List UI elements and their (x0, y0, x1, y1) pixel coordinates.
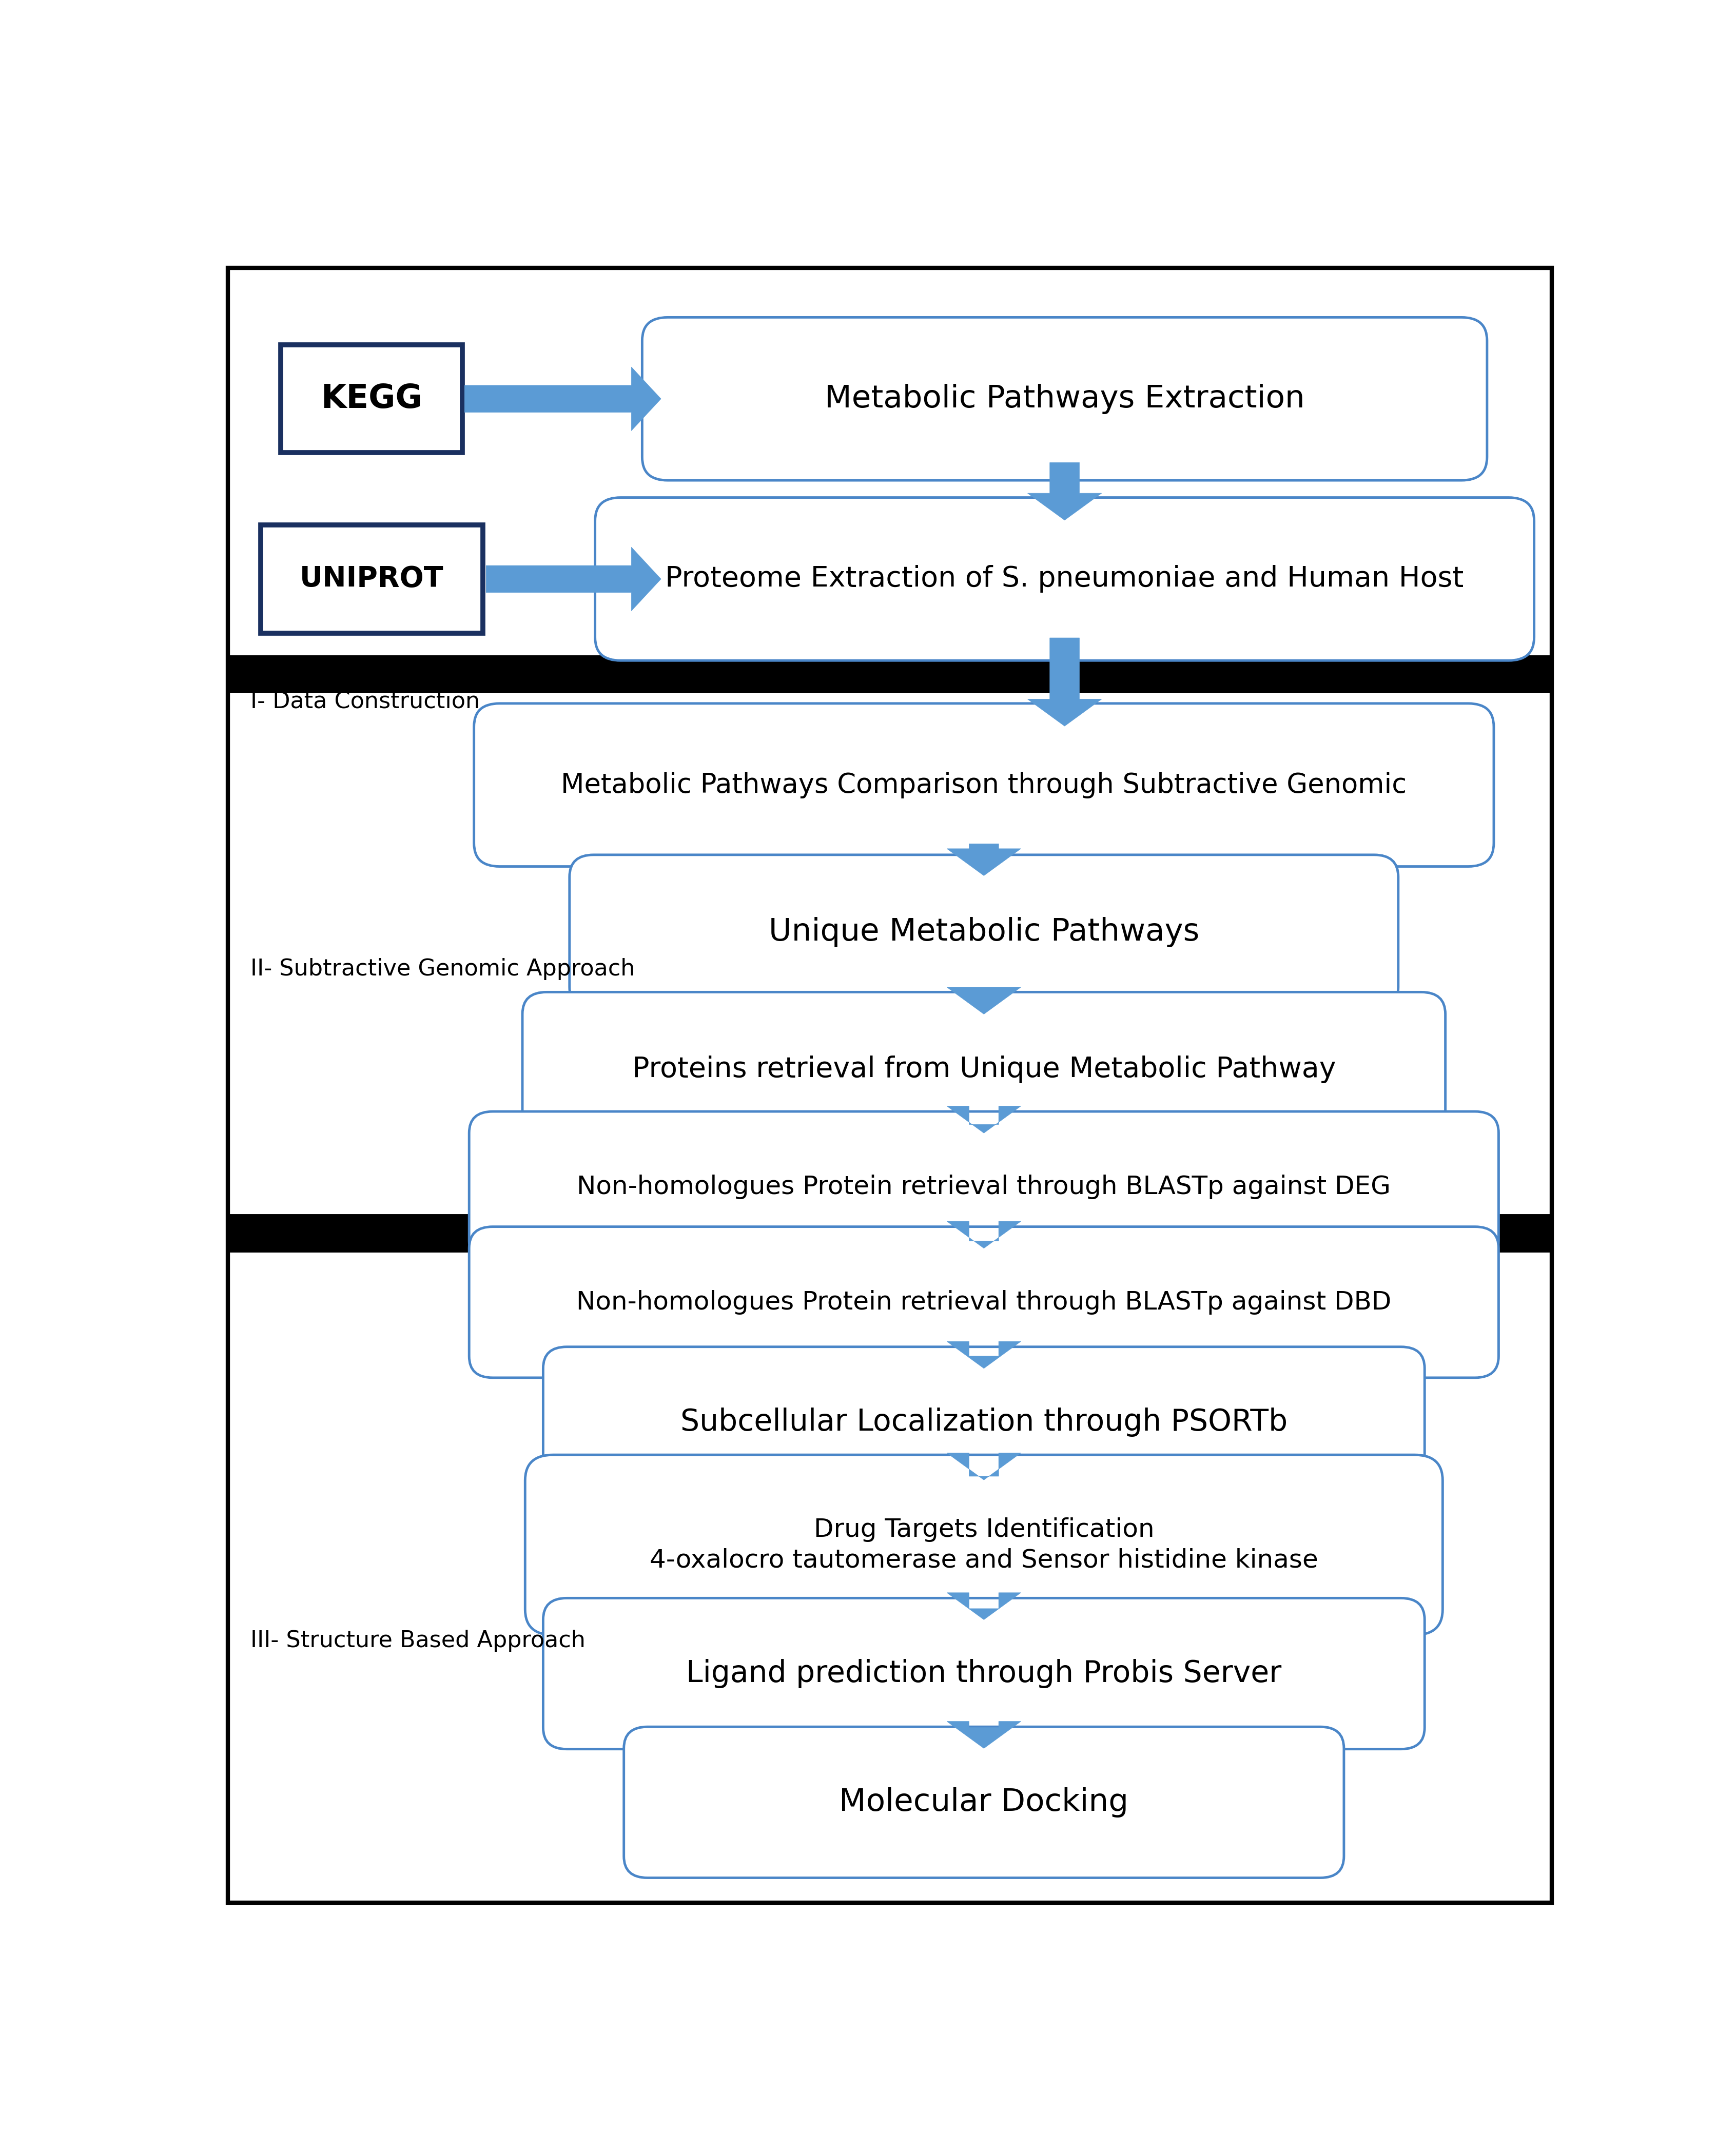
Polygon shape (946, 1107, 1021, 1133)
Text: Ligand prediction through Probis Server: Ligand prediction through Probis Server (686, 1659, 1281, 1689)
Text: III- Structure Based Approach: III- Structure Based Approach (250, 1629, 585, 1653)
Bar (281, 344, 462, 453)
FancyBboxPatch shape (524, 1455, 1443, 1635)
Polygon shape (946, 1221, 1021, 1249)
FancyBboxPatch shape (569, 855, 1397, 1010)
Text: Subcellular Localization through PSORTb: Subcellular Localization through PSORTb (681, 1408, 1288, 1438)
Text: Molecular Docking: Molecular Docking (838, 1788, 1128, 1818)
Text: Proteins retrieval from Unique Metabolic Pathway: Proteins retrieval from Unique Metabolic… (632, 1055, 1335, 1083)
Polygon shape (1028, 638, 1102, 726)
Text: Unique Metabolic Pathways: Unique Metabolic Pathways (769, 918, 1200, 948)
FancyBboxPatch shape (642, 318, 1488, 481)
FancyBboxPatch shape (469, 1227, 1498, 1378)
Text: Metabolic Pathways Extraction: Metabolic Pathways Extraction (825, 385, 1305, 415)
Polygon shape (946, 1721, 1021, 1749)
Text: II- Subtractive Genomic Approach: II- Subtractive Genomic Approach (250, 958, 635, 980)
Bar (260, 524, 483, 634)
Text: Drug Targets Identification
4-oxalocro tautomerase and Sensor histidine kinase: Drug Targets Identification 4-oxalocro t… (649, 1517, 1318, 1573)
Polygon shape (1028, 462, 1102, 520)
Text: Non-homologues Protein retrieval through BLASTp against DEG: Non-homologues Protein retrieval through… (576, 1176, 1391, 1199)
Polygon shape (946, 1453, 1021, 1481)
Polygon shape (946, 845, 1021, 875)
Text: I- Data Construction: I- Data Construction (250, 690, 481, 713)
FancyBboxPatch shape (543, 1347, 1425, 1498)
Polygon shape (486, 548, 661, 610)
FancyBboxPatch shape (623, 1728, 1344, 1878)
Text: Non-homologues Protein retrieval through BLASTp against DBD: Non-homologues Protein retrieval through… (576, 1289, 1392, 1315)
Text: KEGG: KEGG (321, 383, 422, 415)
FancyBboxPatch shape (595, 499, 1535, 660)
Text: Proteome Extraction of S. pneumoniae and Human Host: Proteome Extraction of S. pneumoniae and… (665, 565, 1463, 593)
Text: Metabolic Pathways Comparison through Subtractive Genomic: Metabolic Pathways Comparison through Su… (561, 771, 1406, 797)
Polygon shape (465, 367, 661, 430)
Text: UNIPROT: UNIPROT (300, 565, 444, 593)
Polygon shape (946, 986, 1021, 1014)
Polygon shape (946, 1592, 1021, 1620)
FancyBboxPatch shape (469, 1111, 1498, 1261)
FancyBboxPatch shape (474, 703, 1493, 866)
Polygon shape (946, 1341, 1021, 1369)
FancyBboxPatch shape (523, 993, 1446, 1148)
FancyBboxPatch shape (543, 1599, 1425, 1749)
